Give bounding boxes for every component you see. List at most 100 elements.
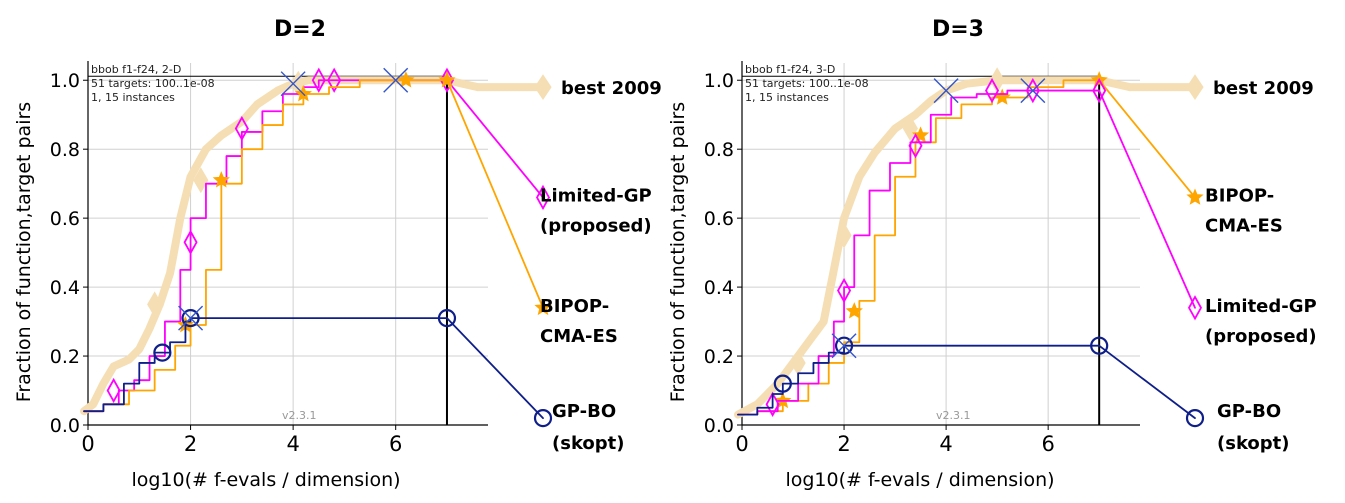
data-marker [834,336,854,355]
data-marker [327,67,342,93]
x-tick-label: 2 [184,432,197,456]
data-marker [837,277,852,304]
series-label: Limited-GP [540,185,652,206]
series-best-2009: best 2009 [734,67,1314,419]
series-label: GP-BO [552,401,616,422]
version-label: v2.3.1 [936,409,971,422]
cross-stroke [831,333,857,359]
series-end-marker [1185,409,1205,428]
series-line [80,76,482,416]
data-marker [212,171,230,188]
y-tick-label: 0.6 [50,208,80,230]
series-gp-bo-skopt: GP-BO (skopt) [737,336,1290,454]
data-marker [147,291,163,318]
series-end-marker [1187,295,1203,321]
info-text-line: bbob f1-f24, 2-D [91,63,181,76]
data-marker [438,71,456,88]
series-line [734,76,1134,419]
series-label: (skopt) [1217,433,1290,454]
series-bipop-cma-es: BIPOP- CMA-ES [737,71,1283,416]
series-end-connector [446,79,544,199]
series-line [83,79,448,413]
series-end-marker [1186,188,1204,205]
series-limited-gp-proposed: Limited-GP (proposed) [737,77,1317,417]
data-marker [908,133,923,159]
data-marker [845,302,863,319]
series-end-marker [534,298,552,316]
x-tick-label: 6 [1041,432,1054,456]
cross-marker [933,78,959,104]
y-tick-label: 0.8 [50,139,80,161]
y-tick-label: 1.0 [50,70,80,92]
data-marker [437,309,457,328]
series-end-marker [534,74,552,101]
x-tick-label: 4 [939,432,952,456]
series-label: BIPOP- [1205,185,1274,206]
y-tick-label: 0.8 [704,139,734,161]
data-marker [1092,77,1107,104]
series-label: GP-BO [1217,401,1281,422]
chart-title: D=3 [932,17,984,42]
x-axis-label: log10(# f-evals / dimension) [785,469,1054,491]
data-marker [193,167,209,194]
y-tick-label: 1.0 [704,70,734,92]
data-marker [836,222,852,249]
x-tick-label: 0 [81,432,94,456]
series-label: CMA-ES [540,326,618,347]
series-gp-bo-skopt: GP-BO (skopt) [83,309,625,454]
cross-stroke [178,305,204,331]
data-marker [153,343,172,362]
data-marker [234,115,249,142]
series-label: (proposed) [540,215,652,236]
x-axis-label: log10(# f-evals / dimension) [131,469,400,491]
series-label: BIPOP- [540,296,609,317]
data-marker [311,67,326,93]
y-tick-label: 0.2 [704,346,734,368]
series-end-connector [1098,89,1196,309]
series-best-2009: best 2009 [80,70,662,416]
x-tick-label: 2 [837,432,850,456]
series-label: best 2009 [1213,78,1314,99]
x-tick-label: 4 [286,432,299,456]
chart-title: D=2 [274,17,326,42]
series-end-marker [1186,74,1204,101]
cross-marker [280,71,306,97]
series-end-connector [446,79,544,309]
series-limited-gp-proposed: Limited-GP (proposed) [83,67,652,413]
cross-marker [383,67,409,93]
info-text-line: 1, 15 instances [91,91,175,104]
series-label: Limited-GP [1205,296,1317,317]
data-marker [183,229,198,255]
series-line [83,79,448,413]
series-end-connector [1098,79,1196,199]
series-end-marker [533,409,553,428]
series-label: CMA-ES [1205,215,1283,236]
series-line [83,317,448,413]
cross-stroke [383,67,409,93]
data-marker [1090,336,1109,355]
chart-panel-d-2: D=2 0 2 4 6 0.0 0.2 0.4 0.6 0.8 1.0 log10(# f-evals… [13,17,662,491]
x-tick-label: 6 [389,432,402,456]
info-text-line: 51 targets: 100..1e-08 [91,77,215,90]
series-end-connector [446,317,544,420]
info-text-line: 1, 15 instances [745,91,829,104]
series-bipop-cma-es: BIPOP- CMA-ES [83,71,618,413]
info-text-line: 51 targets: 100..1e-08 [745,77,869,90]
series-label: (proposed) [1205,326,1317,347]
info-text-line: bbob f1-f24, 3-D [745,63,835,76]
data-marker [181,309,200,328]
data-marker [765,391,780,417]
series-line [737,89,1101,416]
y-tick-label: 0.6 [704,208,734,230]
cross-stroke [933,78,959,104]
data-marker [439,67,455,93]
y-tick-label: 0.0 [704,415,734,437]
cross-stroke [280,71,306,97]
series-end-marker [535,184,551,211]
series-end-connector [1098,344,1196,420]
cross-marker [1020,78,1046,104]
data-marker [397,71,415,88]
y-tick-label: 0.4 [50,277,80,299]
data-marker [984,77,1000,104]
